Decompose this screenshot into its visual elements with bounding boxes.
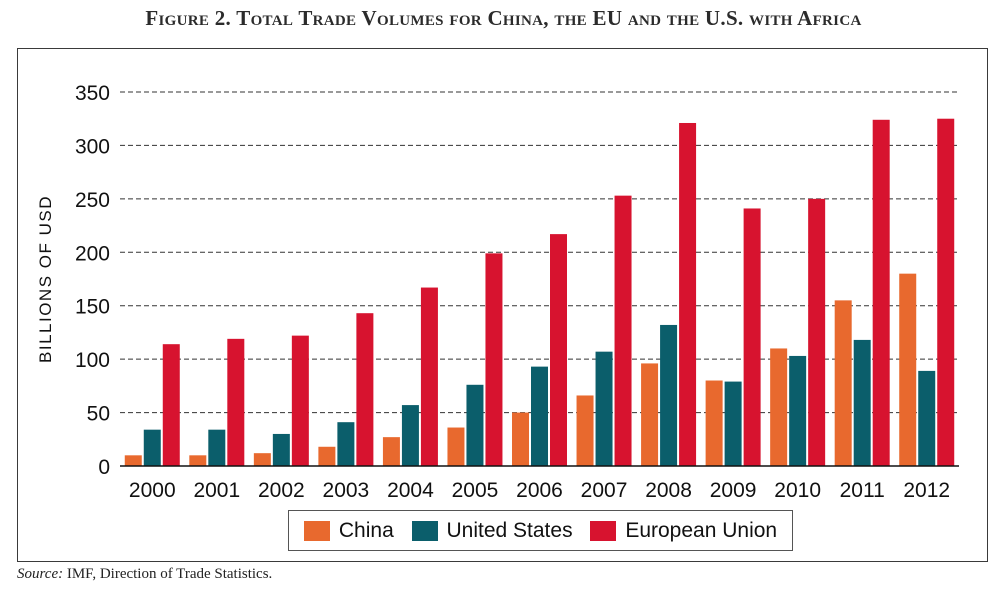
- legend-swatch: [590, 520, 617, 541]
- bar-european-union-2003: [356, 313, 374, 466]
- legend-label: United States: [446, 518, 573, 542]
- legend-item: China: [303, 518, 394, 543]
- chart-legend: China United States European Union: [288, 510, 793, 551]
- bar-european-union-2007: [614, 195, 632, 466]
- bar-chart: 0 50 100 150 200 250 300 350 BILLIONS OF USD 2000…: [36, 82, 959, 502]
- y-tick-label: 150: [75, 296, 110, 319]
- source-note: Source: IMF, Direction of Trade Statisti…: [17, 566, 272, 583]
- bar-european-union-2012: [937, 118, 955, 466]
- x-tick-label: 2009: [710, 479, 757, 502]
- bar-china-2001: [189, 455, 207, 466]
- x-tick-label: 2000: [129, 479, 176, 502]
- y-tick-label: 200: [75, 242, 110, 265]
- bar-european-union-2005: [485, 253, 503, 466]
- bar-china-2006: [512, 412, 529, 466]
- bar-china-2009: [705, 380, 723, 466]
- bar-china-2007: [576, 395, 594, 466]
- bar-european-union-2006: [550, 234, 567, 466]
- bar-united-states-2003: [337, 422, 355, 466]
- bar-united-states-2008: [660, 324, 678, 466]
- legend-item: European Union: [590, 519, 777, 543]
- bar-european-union-2000: [162, 344, 180, 466]
- x-tick-label: 2003: [323, 479, 370, 502]
- chart-frame: [17, 48, 988, 562]
- x-tick-label: 2012: [903, 479, 950, 502]
- bar-china-2011: [834, 300, 852, 466]
- bar-united-states-2011: [853, 339, 871, 466]
- y-tick-label: 350: [75, 82, 110, 105]
- y-tick-label: 50: [87, 403, 110, 426]
- chart-title: Figure 2. Total Trade Volumes for China,…: [145, 6, 862, 30]
- y-tick-label: 0: [98, 456, 110, 479]
- x-tick-label: 2001: [193, 479, 240, 502]
- bar-united-states-2007: [595, 351, 613, 466]
- y-tick-label: 100: [75, 349, 110, 372]
- bar-european-union-2011: [872, 119, 890, 466]
- x-tick-label: 2006: [516, 479, 563, 502]
- y-tick-label: 250: [75, 189, 110, 212]
- bar-european-union-2010: [808, 198, 826, 466]
- source-text: IMF, Direction of Trade Statistics.: [66, 566, 273, 582]
- bar-united-states-2012: [918, 370, 936, 466]
- legend-label: European Union: [625, 518, 778, 542]
- legend-item: United States: [411, 518, 573, 543]
- legend-swatch: [411, 520, 438, 541]
- bar-china-2000: [124, 455, 142, 466]
- x-tick-label: 2008: [645, 479, 692, 502]
- bar-china-2005: [447, 427, 465, 466]
- y-axis-label: BILLIONS OF USD: [36, 195, 55, 363]
- bar-united-states-2004: [401, 405, 419, 466]
- bar-european-union-2004: [420, 287, 438, 466]
- bar-united-states-2009: [724, 381, 742, 466]
- x-tick-label: 2004: [387, 479, 434, 502]
- x-tick-label: 2002: [258, 479, 305, 502]
- bar-european-union-2002: [291, 335, 309, 466]
- x-tick-label: 2010: [774, 479, 821, 502]
- bar-european-union-2009: [743, 208, 761, 466]
- bar-china-2003: [318, 446, 336, 466]
- bar-united-states-2005: [466, 384, 484, 466]
- bar-china-2008: [641, 363, 659, 466]
- bar-united-states-2002: [272, 433, 290, 466]
- legend-label: China: [338, 518, 394, 542]
- y-tick-label: 300: [75, 135, 110, 158]
- bar-european-union-2008: [679, 122, 697, 466]
- bar-european-union-2001: [227, 338, 245, 466]
- bar-united-states-2000: [143, 429, 161, 466]
- bar-united-states-2010: [789, 355, 807, 466]
- bar-china-2004: [382, 437, 400, 466]
- bar-united-states-2001: [208, 429, 226, 466]
- x-tick-label: 2007: [581, 479, 628, 502]
- x-tick-label: 2005: [452, 479, 499, 502]
- x-tick-label: 2011: [840, 479, 885, 502]
- bar-united-states-2006: [531, 366, 548, 466]
- bar-china-2002: [253, 453, 271, 466]
- source-label: Source:: [17, 566, 64, 582]
- legend-swatch: [303, 520, 330, 541]
- bar-china-2010: [770, 348, 788, 466]
- bar-china-2012: [899, 273, 917, 466]
